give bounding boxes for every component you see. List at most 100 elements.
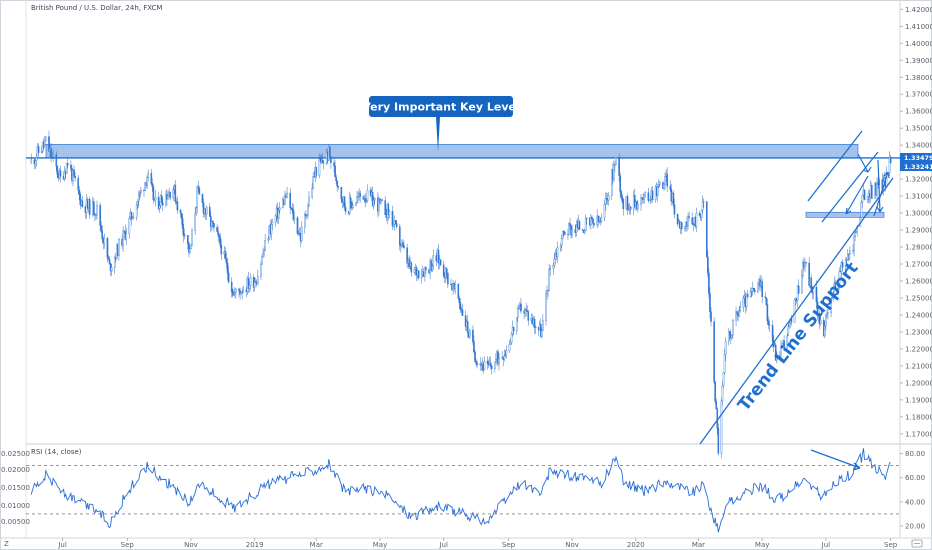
candle-body <box>708 272 710 294</box>
candle-body <box>541 330 543 337</box>
candle-body <box>417 270 420 279</box>
candle-body <box>45 136 47 142</box>
candle-body <box>801 275 803 294</box>
candle-body <box>388 211 391 215</box>
candle-body <box>486 360 489 364</box>
candle-body <box>838 271 841 284</box>
candle-body <box>824 326 826 337</box>
candle-body <box>483 360 486 371</box>
candle-body <box>688 216 690 218</box>
candle-body <box>179 209 182 214</box>
candle-body <box>854 232 856 237</box>
projection-arrows[interactable] <box>845 153 890 217</box>
candle-body <box>633 194 636 206</box>
price-tick-label: 1.29000 <box>905 227 932 235</box>
candle-body <box>234 292 236 295</box>
callout-key-level[interactable]: Very Important Key Level <box>362 96 520 152</box>
rsi-divergence-arrow[interactable] <box>810 449 861 471</box>
candle-body <box>154 196 157 201</box>
candle-body <box>614 164 616 166</box>
candle-body <box>548 269 550 291</box>
support-zone[interactable] <box>805 211 885 218</box>
candle-body <box>889 156 892 163</box>
candle-body <box>253 281 256 288</box>
candle-body <box>621 196 624 200</box>
channel-lower-line[interactable] <box>821 151 879 223</box>
candle-body <box>267 238 270 241</box>
candle-body <box>510 333 513 343</box>
candle-body <box>497 351 499 364</box>
candle-body <box>392 224 395 227</box>
candle-body <box>151 183 154 188</box>
candle-body <box>553 258 556 266</box>
candle-body <box>157 196 160 209</box>
price-tick-label: 1.37000 <box>905 91 932 99</box>
candle-body <box>644 192 647 196</box>
candle-body <box>629 206 632 210</box>
candle-body <box>293 217 296 220</box>
candle-body <box>722 372 725 387</box>
candle-body <box>410 262 413 273</box>
candle-body <box>783 340 785 348</box>
candle-body <box>311 187 313 198</box>
candle-body <box>714 381 716 402</box>
candle-body <box>780 346 782 358</box>
candle-body <box>458 298 461 303</box>
candle-body <box>188 242 190 253</box>
candle-body <box>174 185 177 202</box>
resistance-zone[interactable] <box>45 144 859 159</box>
time-axis-settings-icon[interactable] <box>911 539 923 548</box>
price-tick-label: 1.28000 <box>905 244 932 252</box>
candle-body <box>641 197 643 199</box>
candle-body <box>861 195 864 203</box>
rsi-left-tick-label: 0.01000 <box>1 502 30 510</box>
rsi-axis[interactable]: 80.00 60.00 40.00 20.00 <box>900 450 925 530</box>
candle-body <box>197 186 200 189</box>
time-tick-label: May <box>373 541 387 549</box>
candle-body <box>70 164 72 169</box>
candle-body <box>56 166 59 175</box>
candle-body <box>603 204 606 218</box>
candle-body <box>657 184 660 187</box>
candle-body <box>96 204 98 215</box>
channel-upper-line[interactable] <box>807 130 863 202</box>
candle-body <box>745 293 748 308</box>
candle-body <box>315 166 318 176</box>
price-axis[interactable]: 1.42000 1.41000 1.40000 1.39000 1.38000 1.370… <box>900 6 932 438</box>
price-tick-label: 1.34000 <box>905 142 932 150</box>
candle-body <box>274 215 277 223</box>
candle-body <box>841 261 844 268</box>
candle-body <box>615 157 617 165</box>
candle-body <box>710 311 712 322</box>
candle-body <box>832 294 834 298</box>
candle-body <box>804 262 806 268</box>
axis-mode-toggle[interactable]: Z <box>4 540 9 548</box>
candle-body <box>810 278 813 289</box>
candle-body <box>771 325 774 342</box>
price-tick-label: 1.32000 <box>905 176 932 184</box>
candle-body <box>613 164 615 181</box>
candle-body <box>37 146 40 153</box>
candle-body <box>871 185 873 199</box>
candle-body <box>863 189 866 200</box>
candle-body <box>735 311 737 321</box>
candle-body <box>130 211 133 220</box>
candle-body <box>476 363 478 366</box>
candle-body <box>454 284 456 289</box>
trend-line-support[interactable] <box>699 177 894 445</box>
candle-body <box>753 288 755 291</box>
time-tick-label: Mar <box>692 541 705 549</box>
callout-text: Very Important Key Level <box>362 101 519 114</box>
price-tick-label: 1.41000 <box>905 23 932 31</box>
candle-body <box>659 182 661 185</box>
candle-body <box>420 274 423 279</box>
candle-body <box>50 147 52 158</box>
candle-body <box>700 209 703 218</box>
time-axis[interactable]: Jul Sep Nov 2019 Mar May Jul Sep Nov 2020 Mar May Ju… <box>57 538 898 549</box>
rsi-left-axis: 0.02500 0.02000 0.01500 0.01000 0.00500 <box>1 450 30 526</box>
candle-body <box>182 228 185 237</box>
candle-body <box>503 355 506 360</box>
candle-body <box>55 154 58 167</box>
candle-body <box>373 198 376 201</box>
